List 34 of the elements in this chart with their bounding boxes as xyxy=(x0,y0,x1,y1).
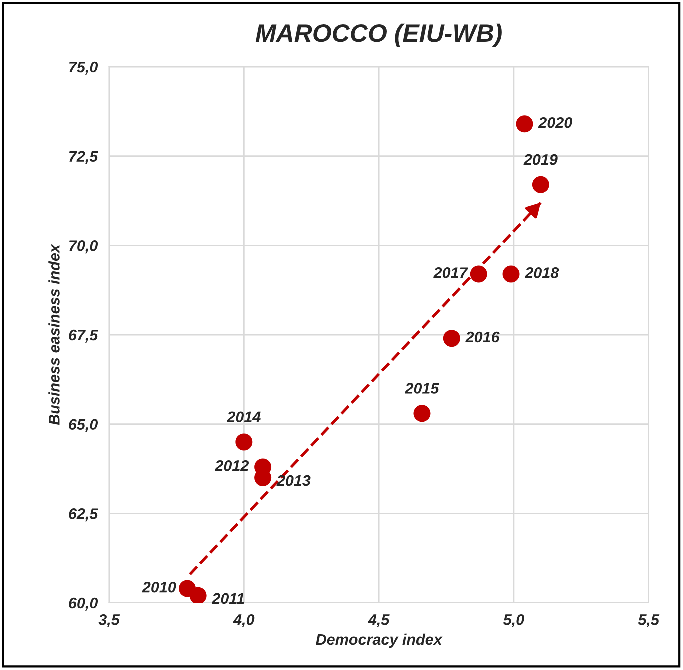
y-tick-label: 67,5 xyxy=(69,330,98,343)
annotation: 2014 xyxy=(226,412,261,423)
x-tick-label: 5,0 xyxy=(503,614,524,628)
point xyxy=(414,405,431,422)
annotation: 2015 xyxy=(405,383,440,394)
x-tick-label: 3,5 xyxy=(98,614,120,628)
annotation: 2010 xyxy=(142,582,176,593)
point xyxy=(470,266,488,283)
y-tick-label: 70,0 xyxy=(70,240,98,254)
annotation: 2018 xyxy=(524,268,560,278)
annotation: 2017 xyxy=(434,268,468,278)
annotation: 2012 xyxy=(214,460,250,472)
annotation: 2019 xyxy=(524,154,558,166)
y-tick-label: 60,0 xyxy=(69,598,98,611)
x-axis-title: Democracy index xyxy=(316,634,443,648)
x-tick-label: 5,5 xyxy=(638,614,660,628)
annotation: 2016 xyxy=(466,332,500,343)
point xyxy=(516,116,534,133)
point xyxy=(236,434,253,451)
y-tick-label: 65,0 xyxy=(69,419,98,432)
point xyxy=(190,587,207,603)
point xyxy=(532,176,550,194)
y-axis-title: Business easiness index xyxy=(48,244,60,426)
x-tick-label: 4,5 xyxy=(368,614,390,628)
point xyxy=(443,330,460,348)
y-tick-label: 62,5 xyxy=(69,508,98,522)
y-tick-label: 75,0 xyxy=(70,62,98,75)
annotation: 2020 xyxy=(538,117,572,128)
x-tick-label: 4,0 xyxy=(233,614,255,628)
chart-title: MAROCCO (EIU-WB) xyxy=(256,24,502,48)
y-tick-label: 72,5 xyxy=(70,151,98,164)
annotation: 2011 xyxy=(212,593,244,604)
point xyxy=(502,266,520,283)
annotation: 2013 xyxy=(276,475,311,486)
